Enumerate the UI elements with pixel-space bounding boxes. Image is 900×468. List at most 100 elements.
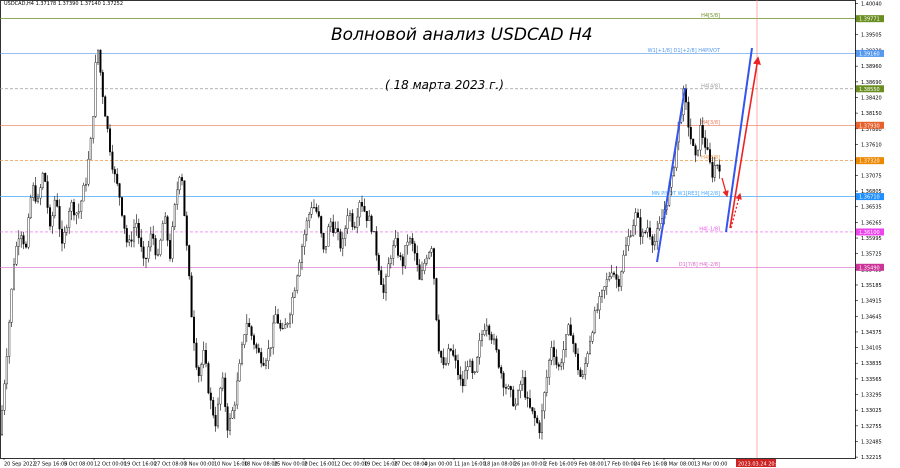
x-tick-label: 18 Nov 08:00 — [244, 462, 278, 468]
candle-body — [437, 319, 440, 352]
x-tick-label: 19 Oct 16:00 — [124, 462, 157, 468]
candle-body — [596, 309, 599, 311]
candle-body — [560, 362, 563, 367]
candle-body — [375, 231, 378, 256]
price-tag — [856, 121, 884, 129]
candle-body — [603, 286, 606, 291]
future-time-tag — [736, 459, 776, 467]
candle-body — [37, 197, 40, 202]
price-tag — [856, 228, 884, 236]
candle-body — [531, 407, 534, 412]
y-tick-label: 1.38960 — [861, 64, 882, 70]
candle-body — [96, 49, 99, 63]
candle-body — [337, 228, 340, 233]
candle-body — [56, 199, 59, 207]
candle-body — [325, 246, 328, 250]
candle-body — [255, 344, 258, 349]
candle-body — [1, 410, 4, 436]
candle-body — [293, 290, 296, 298]
candle-body — [313, 207, 316, 209]
candle-body — [61, 228, 64, 244]
candle-body — [579, 369, 582, 377]
candle-body — [565, 334, 568, 351]
x-tick-label: 12 Dec 00:00 — [334, 462, 368, 468]
price-tag — [856, 15, 884, 23]
y-tick-label: 1.34645 — [861, 314, 882, 320]
candle-body — [411, 238, 414, 244]
y-tick-label: 1.32215 — [861, 455, 882, 461]
candle-body — [651, 236, 654, 246]
symbol-header: USDCAD,H4 1.37178 1.37390 1.37140 1.3725… — [4, 1, 124, 7]
plot-frame — [0, 0, 856, 459]
candle-body — [521, 377, 524, 385]
candle-body — [577, 353, 580, 371]
candle-body — [608, 276, 611, 280]
candle-body — [5, 356, 8, 385]
candle-body — [332, 221, 335, 233]
candle-body — [485, 325, 488, 331]
price-tag-label: 1.39771 — [859, 17, 880, 23]
candle-body — [303, 234, 306, 247]
candle-body — [130, 239, 133, 242]
candle-body — [514, 403, 517, 407]
candle-body — [228, 417, 231, 431]
candle-body — [327, 226, 330, 247]
x-tick-label: 9 Feb 08:00 — [574, 462, 604, 468]
y-tick-label: 1.40040 — [861, 2, 882, 8]
candles — [1, 49, 721, 440]
candle-body — [286, 323, 289, 325]
candle-body — [176, 189, 179, 205]
x-tick-label: 27 Oct 08:00 — [154, 462, 187, 468]
candle-body — [99, 49, 102, 73]
candle-body — [641, 231, 644, 237]
x-tick-label: 24 Feb 16:00 — [634, 462, 667, 468]
candle-body — [10, 288, 13, 323]
candle-body — [632, 225, 635, 236]
candle-body — [226, 406, 229, 431]
level-label: D1[7/8] H4[-2/8] — [679, 262, 720, 268]
y-tick-label: 1.37610 — [861, 142, 882, 148]
candle-body — [382, 284, 385, 293]
candle-body — [164, 216, 167, 224]
candle-body — [240, 344, 243, 364]
price-tag-label: 1.37320 — [859, 159, 880, 165]
candle-body — [363, 206, 366, 212]
candle-body — [89, 138, 92, 160]
candle-body — [447, 348, 450, 364]
candle-body — [245, 322, 248, 335]
candle-body — [72, 202, 75, 216]
level-label: H4[5/8] — [701, 13, 720, 19]
candle-body — [380, 270, 383, 285]
candle-body — [598, 296, 601, 311]
candle-body — [44, 172, 47, 182]
candle-body — [709, 149, 712, 163]
candle-body — [459, 374, 462, 380]
y-tick-label: 1.38690 — [861, 80, 882, 86]
y-tick-label: 1.37075 — [861, 173, 882, 179]
candle-body — [70, 202, 73, 212]
candle-body — [572, 335, 575, 344]
candle-body — [466, 366, 469, 371]
y-tick-label: 1.38150 — [861, 111, 882, 117]
level-label: H4[4/8] — [701, 83, 720, 89]
channel-line-left — [656, 87, 686, 263]
price-tag — [856, 263, 884, 271]
candle-body — [637, 212, 640, 218]
x-tick-label: 27 Sep 16:00 — [34, 462, 67, 468]
candle-body — [329, 221, 332, 227]
candle-body — [457, 360, 460, 376]
x-tick-label: 2 Dec 16:00 — [304, 462, 334, 468]
candle-body — [493, 338, 496, 341]
candle-body — [509, 386, 512, 390]
y-tick-label: 1.32485 — [861, 439, 882, 445]
candle-body — [610, 272, 613, 277]
candle-body — [41, 172, 44, 188]
x-tick-label: 26 Jan 00:00 — [514, 462, 546, 468]
candle-body — [214, 415, 217, 427]
candle-body — [425, 257, 428, 264]
candle-body — [252, 335, 255, 345]
candle-body — [413, 243, 416, 254]
candle-body — [204, 350, 207, 364]
y-tick-label: 1.33835 — [861, 361, 882, 367]
